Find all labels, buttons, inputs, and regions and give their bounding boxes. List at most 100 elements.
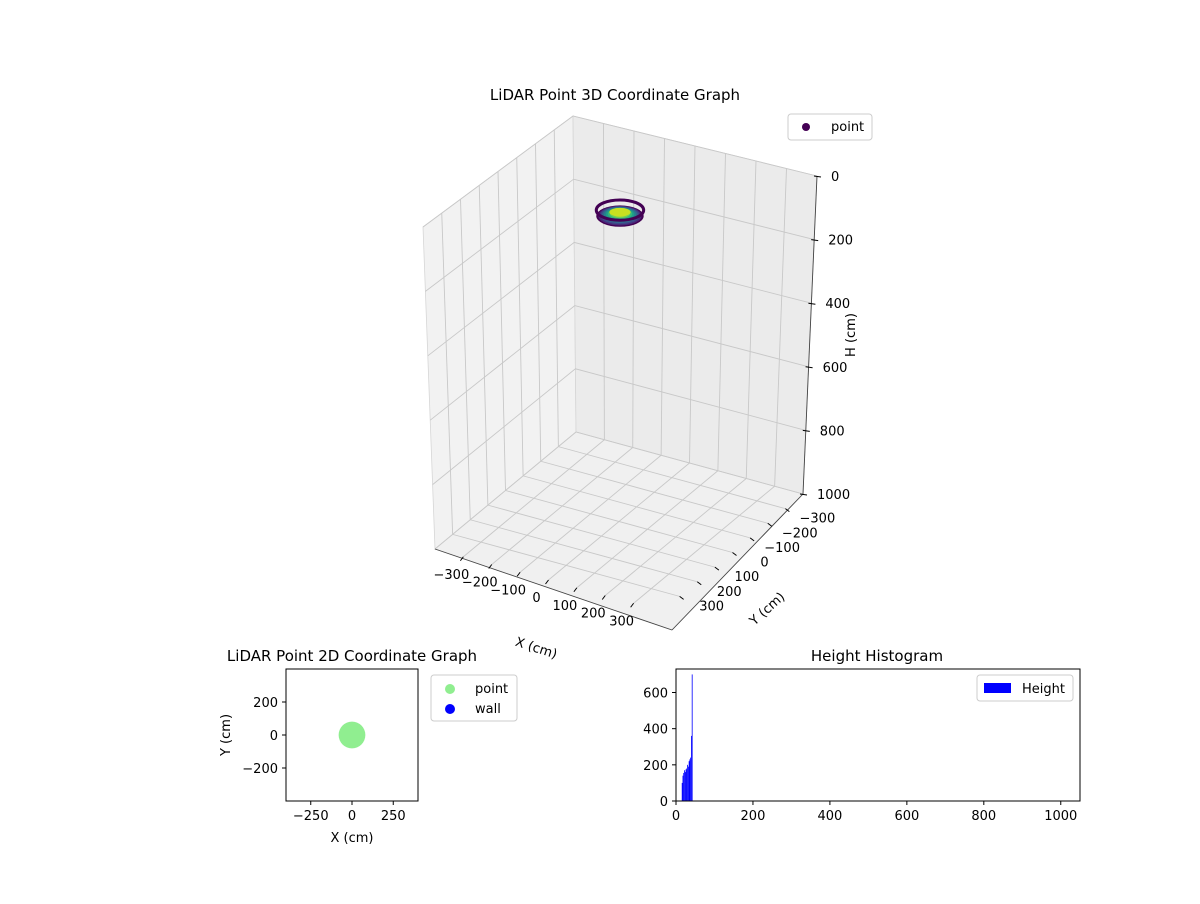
plot-2d-title: LiDAR Point 2D Coordinate Graph <box>227 647 477 665</box>
y-tick-label-3d-2: −100 <box>764 541 800 556</box>
grid-floor-y-0 <box>558 446 786 510</box>
grid-sidewall-y-6 <box>441 213 454 535</box>
y-tick-3d-1 <box>767 522 773 527</box>
grid-floor-y-5 <box>470 519 698 583</box>
legend-2d-point-label: point <box>475 682 508 697</box>
legend-2d-wall-marker <box>445 704 455 714</box>
y-tick-label-3d-5: 200 <box>717 585 742 600</box>
z-axis-line-3d <box>802 175 818 495</box>
hist-y-tick-label-0: 0 <box>660 795 668 810</box>
histogram-bar <box>691 674 693 801</box>
x-tick-label-2d-1: 0 <box>348 809 356 824</box>
histogram-bar <box>686 768 688 801</box>
plot-3d-title: LiDAR Point 3D Coordinate Graph <box>490 86 740 104</box>
z-tick-label-3d-1: 200 <box>828 234 853 249</box>
axes-3d-ticks: −300−200−1000100200300−300−200−100010020… <box>434 170 854 629</box>
hist-x-tick-label-0: 0 <box>672 809 680 824</box>
z-tick-label-3d-2: 400 <box>825 297 850 312</box>
x-tick-label-3d-1: −200 <box>462 576 498 591</box>
z-tick-3d-5 <box>799 493 808 496</box>
plot-2d: LiDAR Point 2D Coordinate Graph −250 0 250… <box>219 647 518 846</box>
hist-x-tick-label-5: 1000 <box>1044 809 1077 824</box>
hist-x-tick-label-2: 400 <box>817 809 842 824</box>
histogram-bar <box>682 775 684 801</box>
z-tick-label-3d-5: 1000 <box>817 488 850 503</box>
histogram-ticks: 0 200 400 600 800 1000 0 200 400 600 <box>643 687 1077 824</box>
histogram-bar <box>689 759 691 801</box>
hist-y-tick-label-1: 200 <box>643 759 668 774</box>
x-tick-label-2d-2: 250 <box>381 809 406 824</box>
grid-floor-y-6 <box>452 533 680 597</box>
y-tick-label-2d-1: 0 <box>270 729 278 744</box>
x-axis-label-2d: X (cm) <box>331 831 374 846</box>
point-disc-2d <box>338 721 366 749</box>
z-tick-3d-0 <box>813 175 822 178</box>
histogram-legend: Height <box>976 674 1074 702</box>
y-tick-label-2d-0: −200 <box>242 762 278 777</box>
x-axis-label-3d: X (cm) <box>513 635 559 663</box>
z-tick-3d-3 <box>805 366 813 369</box>
histogram-bar <box>688 761 690 801</box>
legend-3d-marker <box>802 123 810 131</box>
ring-rim <box>594 198 646 222</box>
z-tick-3d-1 <box>811 239 819 242</box>
grid-sidewall-y-0 <box>553 129 559 447</box>
y-tick-3d-5 <box>696 581 702 586</box>
grid-sidewall-y-2 <box>516 157 524 476</box>
z-tick-label-3d-3: 600 <box>823 361 848 376</box>
grid-3d <box>422 115 818 604</box>
grid-floor-y-1 <box>540 460 768 524</box>
histogram-bar <box>690 757 692 801</box>
hist-x-tick-label-1: 200 <box>741 809 766 824</box>
plot-3d: LiDAR Point 3D Coordinate Graph −300−200… <box>422 86 873 663</box>
y-tick-3d-0 <box>785 508 790 513</box>
y-tick-label-3d-1: −200 <box>782 526 818 541</box>
histogram-bars <box>681 674 693 801</box>
x-tick-3d-6 <box>630 602 635 608</box>
legend-2d-point-marker <box>445 684 455 694</box>
axes-2d-ticks: −250 0 250 −200 0 200 <box>242 696 405 824</box>
y-tick-3d-6 <box>679 595 684 600</box>
histogram-bar <box>685 769 687 801</box>
z-axis-label-3d: H (cm) <box>844 313 859 357</box>
grid-sidewall-y-5 <box>460 199 471 520</box>
legend-3d-label: point <box>831 120 864 135</box>
grid-z-3 <box>429 305 809 421</box>
pane-back-right <box>572 115 818 495</box>
grid-sidewall-y-4 <box>478 185 489 506</box>
histogram-bar <box>691 735 692 801</box>
grid-floor-y-3 <box>505 490 733 553</box>
x-tick-3d-5 <box>601 595 606 600</box>
x-tick-3d-1 <box>488 564 493 569</box>
hist-y-tick-label-3: 600 <box>643 687 668 702</box>
grid-sidewall-y-3 <box>497 171 506 491</box>
grid-floor-y-4 <box>487 504 715 568</box>
histogram-frame <box>675 668 1081 802</box>
x-tick-label-3d-3: 0 <box>532 591 540 606</box>
legend-2d-wall-label: wall <box>475 702 501 717</box>
grid-backwall-x-5 <box>745 160 757 479</box>
x-axis-line-3d <box>434 548 673 631</box>
hist-x-tick-label-3: 600 <box>894 809 919 824</box>
grid-z-2 <box>427 241 812 357</box>
x-tick-label-3d-2: −100 <box>490 583 526 598</box>
y-tick-label-3d-6: 300 <box>699 599 724 614</box>
z-tick-label-3d-4: 800 <box>820 424 845 439</box>
grid-backwall-x-0 <box>603 123 605 440</box>
grid-z-1 <box>425 178 815 292</box>
y-axis-label-3d: Y (cm) <box>746 590 788 630</box>
grid-backwall-x-6 <box>774 168 787 487</box>
y-tick-3d-3 <box>732 552 737 556</box>
x-tick-3d-2 <box>516 571 521 577</box>
histogram-bar <box>684 772 686 801</box>
grid-floor-y-2 <box>523 475 751 539</box>
grid-z-5 <box>434 431 804 550</box>
grid-sidewall-y-1 <box>535 143 542 462</box>
x-tick-label-3d-4: 100 <box>552 599 577 614</box>
legend-3d: point <box>787 113 873 141</box>
x-tick-label-3d-0: −300 <box>434 568 470 583</box>
grid-backwall-x-3 <box>689 145 696 464</box>
grid-z-4 <box>432 368 806 485</box>
histogram-bar <box>683 772 685 801</box>
